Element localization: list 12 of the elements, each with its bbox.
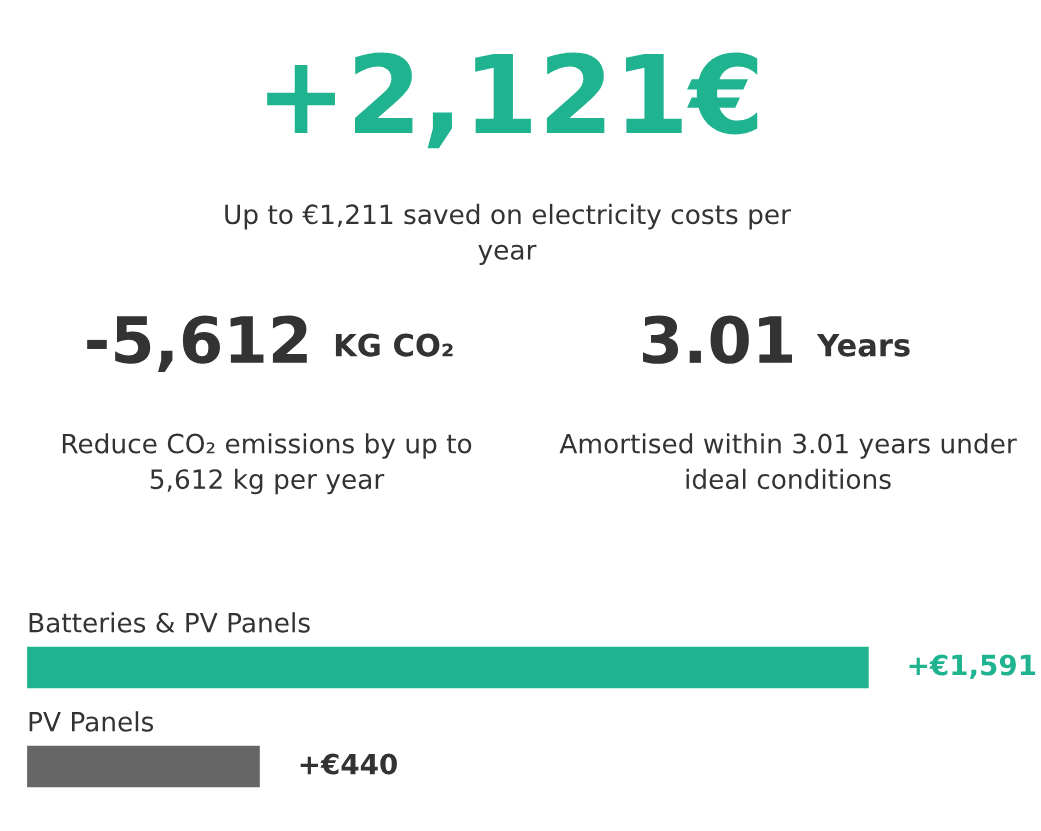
text: -5,612 [87,315,307,372]
y-tick-label: Batteries & PV Panels [29,612,310,633]
text: Up to €1,211 saved on electricity costs per year [225,203,791,265]
text: Amortised within 3.01 years under ideal conditions [559,433,1017,490]
text: Years [816,333,910,357]
data-label: +€440 [300,753,397,775]
y-tick-label: PV Panels [29,711,154,732]
text: KG CO₂ [335,333,453,357]
text: Reduce CO₂ emissions by up to 5,612 kg per year [62,433,472,495]
text: +2,121€ [267,52,758,149]
data-label: +€1,591 [909,654,1036,680]
text: 3.01 [643,315,792,364]
